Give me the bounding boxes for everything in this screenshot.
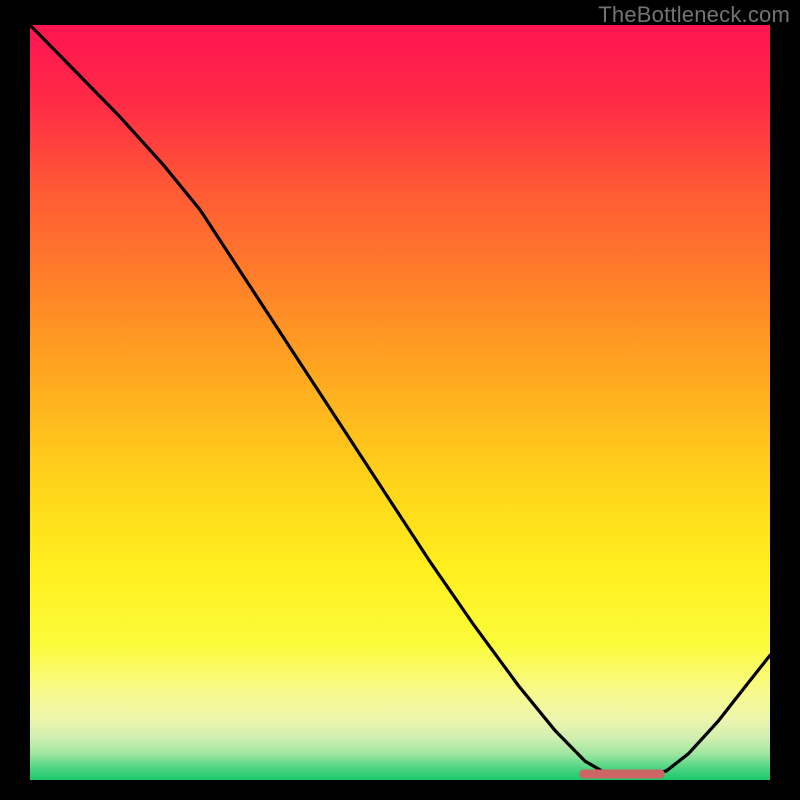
optimum-marker [579,769,664,778]
chart-frame: TheBottleneck.com [0,0,800,800]
bottleneck-chart [0,0,800,800]
watermark-text: TheBottleneck.com [598,2,790,28]
